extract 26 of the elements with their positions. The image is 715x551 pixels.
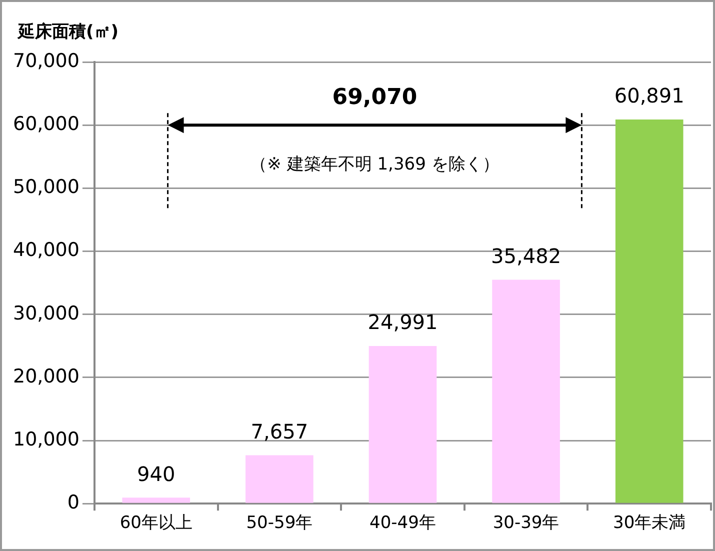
x-tick-label: 60年以上 bbox=[120, 513, 192, 534]
bar bbox=[246, 455, 314, 503]
y-tick-label: 40,000 bbox=[12, 239, 80, 262]
data-label: 24,991 bbox=[368, 310, 438, 334]
data-label: 7,657 bbox=[250, 420, 308, 444]
data-label: 60,891 bbox=[614, 84, 684, 108]
y-tick-label: 0 bbox=[67, 492, 80, 514]
y-tick-label: 60,000 bbox=[12, 113, 80, 136]
y-tick-label: 30,000 bbox=[12, 302, 80, 324]
annotation: 69,070 bbox=[332, 84, 418, 110]
data-label: 940 bbox=[137, 462, 176, 486]
y-tick-label: 50,000 bbox=[12, 176, 80, 198]
y-tick-label: 20,000 bbox=[12, 365, 80, 388]
annotation: （※ 建築年不明 1,369 を除く） bbox=[250, 154, 500, 175]
y-tick-label: 70,000 bbox=[12, 50, 80, 72]
y-axis-title: 延床面積(㎡) bbox=[18, 21, 119, 43]
bar bbox=[615, 119, 684, 503]
x-tick-label: 30-39年 bbox=[492, 513, 560, 534]
x-tick-label: 50-59年 bbox=[246, 513, 313, 534]
x-tick-label: 30年未満 bbox=[613, 513, 686, 534]
bar bbox=[368, 346, 437, 503]
bar bbox=[492, 280, 560, 503]
data-label: 35,482 bbox=[491, 244, 562, 268]
bar bbox=[122, 498, 190, 503]
x-tick-label: 40-49年 bbox=[370, 513, 436, 534]
y-tick-label: 10,000 bbox=[12, 428, 80, 450]
